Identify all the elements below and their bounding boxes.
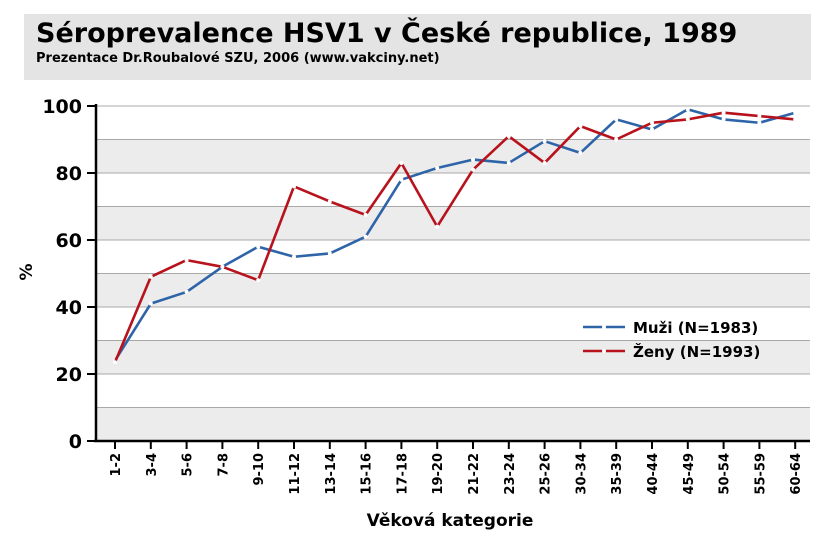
y-tick-label: 80 xyxy=(56,163,82,185)
data-point xyxy=(542,139,547,144)
series-line xyxy=(113,108,796,362)
series-line xyxy=(113,111,796,363)
plot-band xyxy=(96,407,810,441)
legend-marker xyxy=(602,349,606,353)
data-point xyxy=(578,124,583,129)
x-axis-label: Věková kategorie xyxy=(367,511,534,531)
x-tick-label: 40-44 xyxy=(646,453,661,495)
legend-item: Ženy (N=1993) xyxy=(583,342,760,361)
y-tick-label: 40 xyxy=(56,297,82,319)
data-point xyxy=(685,107,690,112)
data-point xyxy=(435,165,440,170)
data-point xyxy=(757,114,762,119)
legend-label: Ženy (N=1993) xyxy=(633,342,760,361)
data-point xyxy=(113,360,117,365)
data-point xyxy=(148,301,153,306)
title-banner: Séroprevalence HSV1 v České republice, 1… xyxy=(24,14,811,80)
x-tick-label: 50-54 xyxy=(718,453,733,495)
data-point xyxy=(256,278,261,283)
data-point xyxy=(184,289,189,294)
legend-label: Muži (N=1983) xyxy=(633,319,758,337)
data-point xyxy=(148,274,153,279)
data-point xyxy=(292,184,296,189)
legend: Muži (N=1983) Ženy (N=1993) xyxy=(583,319,760,361)
data-point xyxy=(471,157,475,162)
x-tick-label: 55-59 xyxy=(753,453,768,495)
data-point xyxy=(506,134,511,139)
x-tick-label: 13-14 xyxy=(324,453,339,495)
plot-band xyxy=(96,273,810,307)
series-lines xyxy=(113,107,798,365)
x-tick-label: 15-16 xyxy=(360,453,375,495)
data-point xyxy=(506,160,511,165)
axes xyxy=(87,104,810,449)
legend-marker xyxy=(602,325,606,329)
data-point xyxy=(650,120,654,125)
x-tick-label: 1-2 xyxy=(109,453,124,477)
y-tick-label: 100 xyxy=(42,96,82,118)
data-point xyxy=(471,167,475,172)
plot-band xyxy=(96,307,810,341)
plot-band xyxy=(96,206,810,240)
y-tick-label: 0 xyxy=(69,431,82,453)
plot-band xyxy=(96,106,810,140)
data-point xyxy=(793,110,798,115)
data-point xyxy=(399,177,404,182)
x-tick-label: 19-20 xyxy=(431,453,446,495)
y-axis-label: % xyxy=(17,263,37,280)
x-tick-label: 60-64 xyxy=(789,453,804,495)
x-tick-label: 5-6 xyxy=(181,453,196,477)
chart-title: Séroprevalence HSV1 v České republice, 1… xyxy=(36,18,738,49)
chart-subtitle: Prezentace Dr.Roubalové SZU, 2006 (www.v… xyxy=(36,51,440,66)
x-tick-label: 23-24 xyxy=(503,453,518,495)
x-tick-label: 35-39 xyxy=(610,453,625,495)
x-tick-label: 45-49 xyxy=(682,453,697,495)
x-tick-label: 25-26 xyxy=(539,453,554,495)
data-point xyxy=(578,150,583,155)
data-point xyxy=(721,117,726,122)
data-point xyxy=(614,137,619,142)
data-point xyxy=(292,254,296,259)
plot-band xyxy=(96,139,810,173)
data-point xyxy=(327,251,332,256)
data-point xyxy=(435,224,440,229)
y-tick-label: 20 xyxy=(56,364,82,386)
x-tick-label: 7-8 xyxy=(216,453,231,477)
data-point xyxy=(542,160,547,165)
x-tick-labels: 1-2 3-4 5-6 7-8 9-10 11-12 13-14 15-16 17-18 19-2… xyxy=(109,453,804,495)
data-point xyxy=(721,110,726,115)
x-tick-label: 11-12 xyxy=(288,453,303,495)
y-tick-labels: 0 20 40 60 80 100 xyxy=(42,96,82,453)
x-tick-label: 21-22 xyxy=(467,453,482,495)
data-point xyxy=(650,127,654,132)
data-point xyxy=(399,160,404,165)
x-tick-label: 30-34 xyxy=(574,453,589,495)
y-tick-label: 60 xyxy=(56,230,82,252)
legend-item: Muži (N=1983) xyxy=(583,319,758,337)
data-point xyxy=(363,234,368,239)
plot-band xyxy=(96,374,810,408)
data-point xyxy=(220,264,225,269)
x-tick-label: 9-10 xyxy=(252,453,267,486)
plot-band xyxy=(96,240,810,274)
data-point xyxy=(363,212,368,217)
data-point xyxy=(256,244,261,249)
plot-band xyxy=(96,340,810,374)
data-point xyxy=(793,117,798,122)
data-point xyxy=(327,199,332,204)
data-point xyxy=(685,117,690,122)
series-zeny xyxy=(113,110,798,365)
x-tick-label: 3-4 xyxy=(145,453,160,477)
data-point xyxy=(184,258,189,263)
gridlines xyxy=(96,105,810,408)
data-point xyxy=(757,120,762,125)
data-point xyxy=(614,117,619,122)
x-tick-label: 17-18 xyxy=(395,453,410,495)
